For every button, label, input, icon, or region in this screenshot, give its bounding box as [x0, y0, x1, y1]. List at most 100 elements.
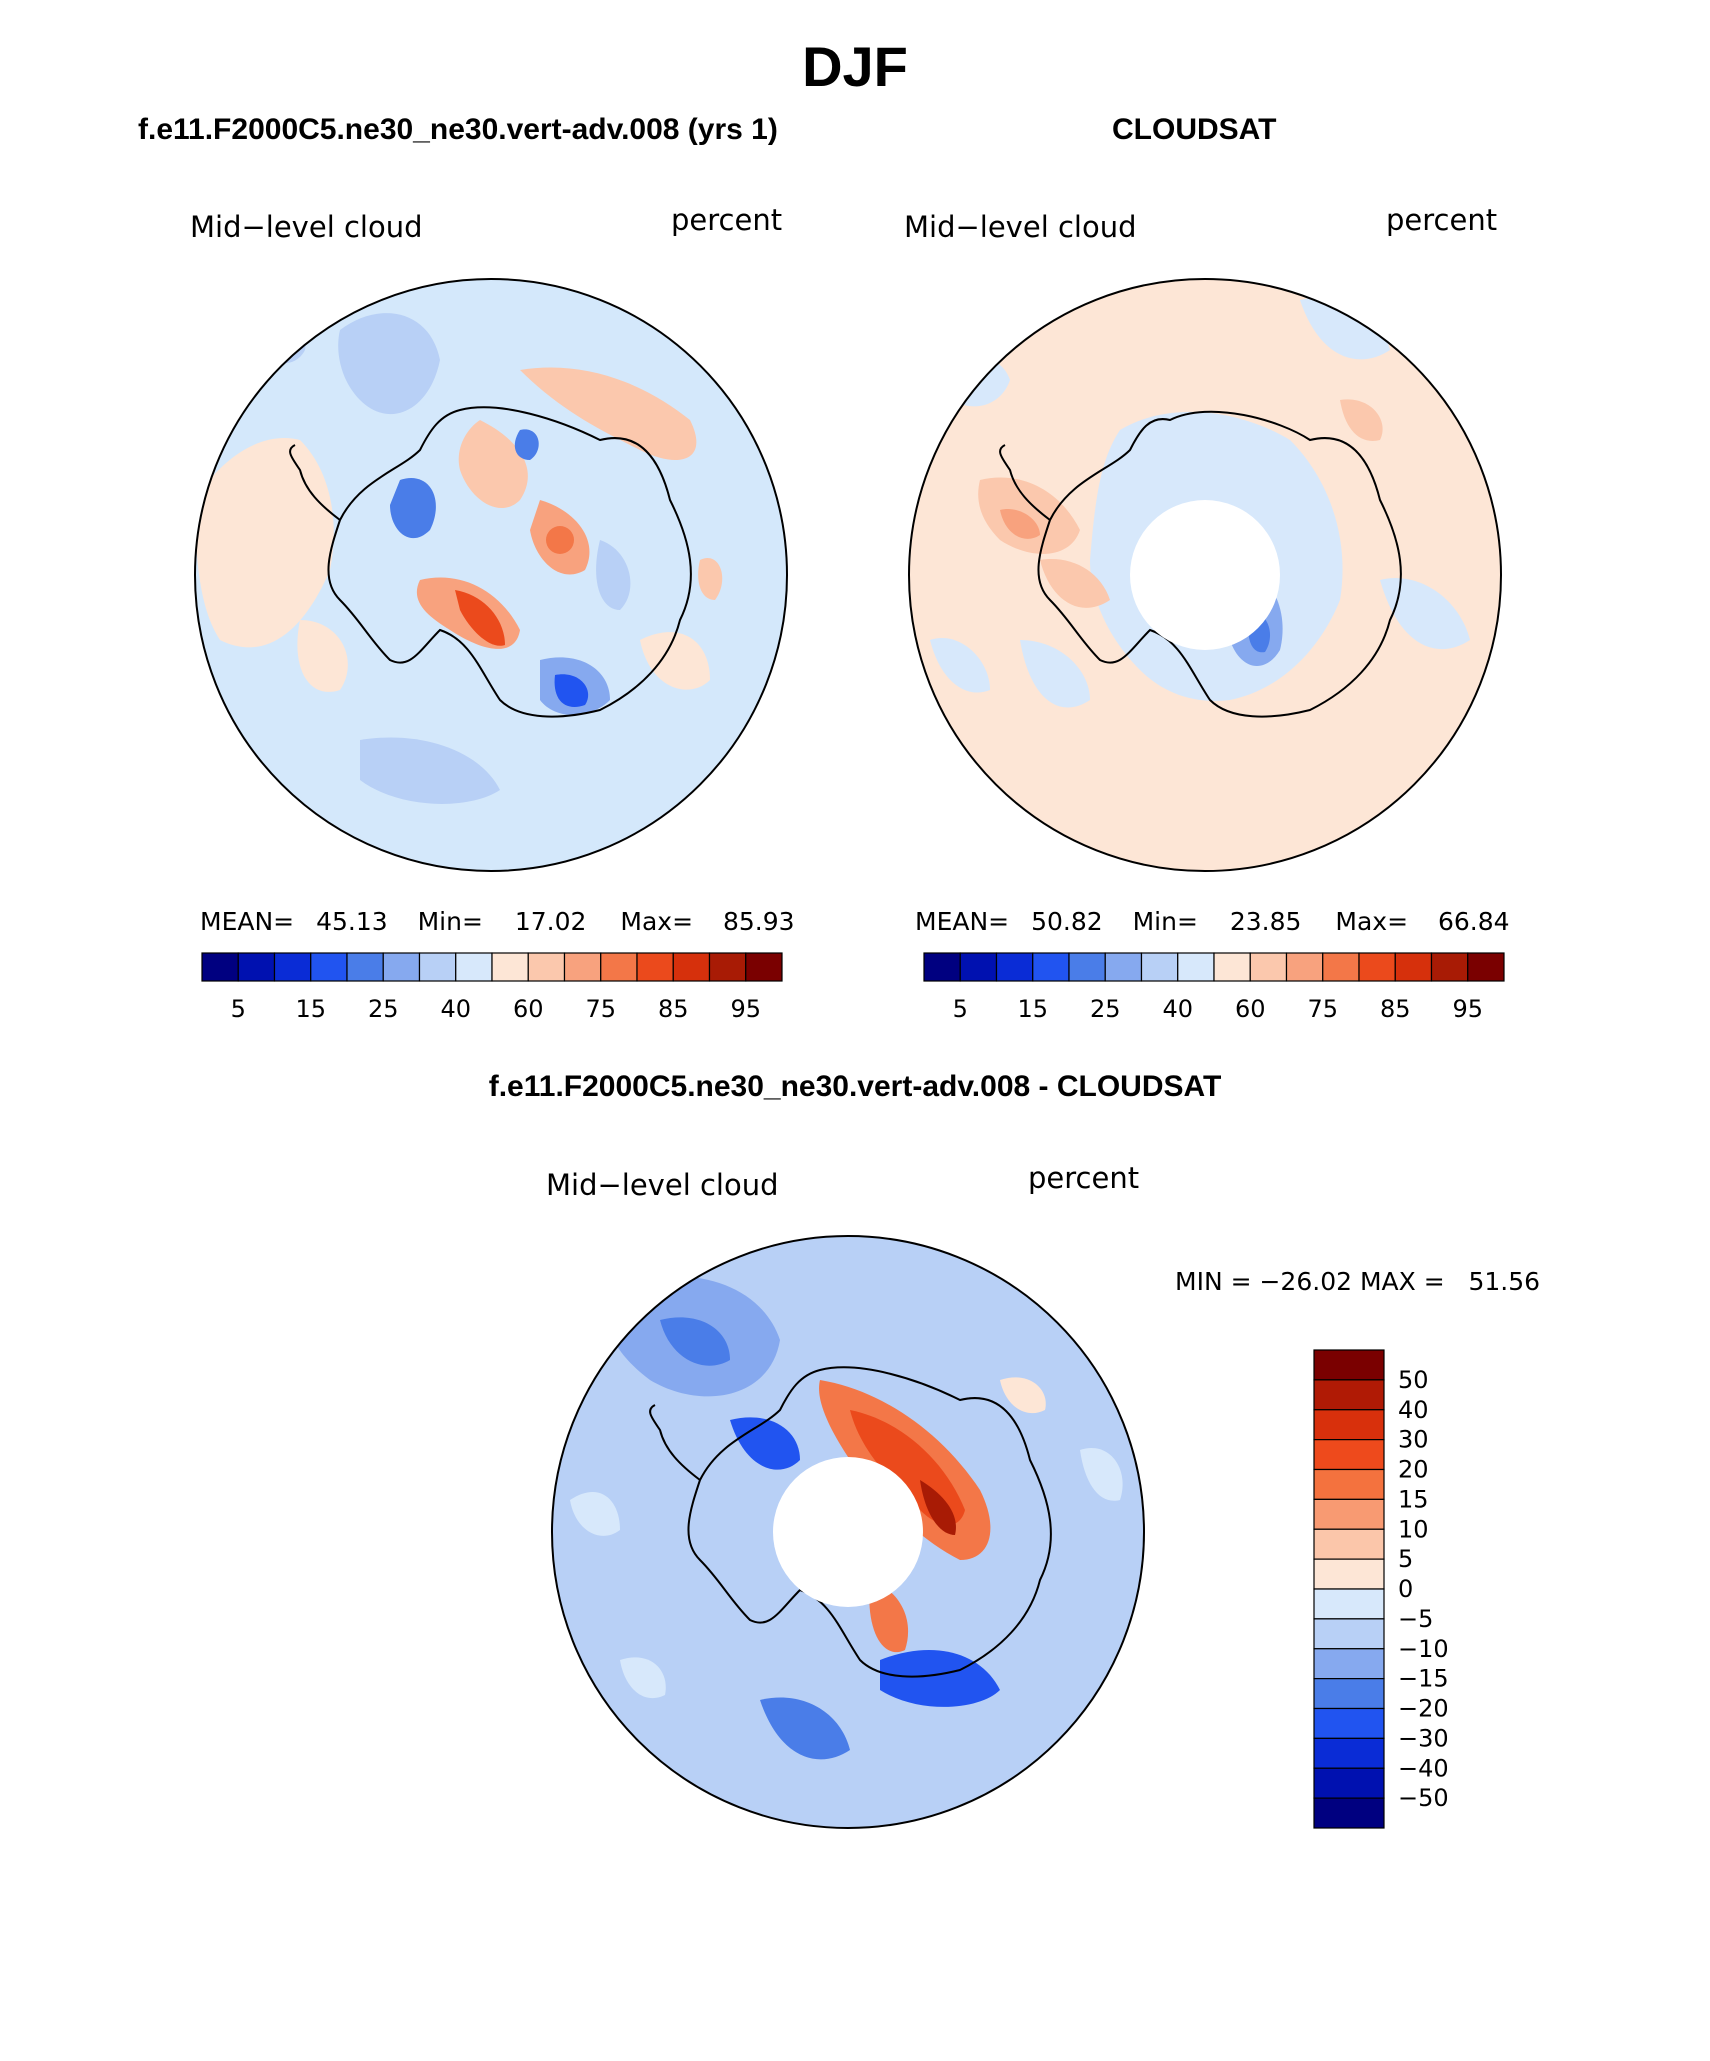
panel1-colorbar-swatch [636, 952, 674, 982]
panel1-colorbar-swatch [201, 952, 239, 982]
panel2-colorbar-tick-label: 15 [1017, 995, 1048, 1023]
difference-colorbar-swatch [1313, 1528, 1385, 1560]
model-polar-map [194, 278, 788, 872]
panel1-colorbar-swatch [237, 952, 276, 982]
difference-colorbar-swatch [1313, 1439, 1385, 1471]
panel1-colorbar-swatch [527, 952, 566, 982]
panel1-colorbar-tick-label: 75 [585, 995, 616, 1023]
panel1-colorbar-swatch [346, 952, 384, 982]
panel1-colorbar-swatch [708, 952, 747, 982]
panel2-max-value: 66.84 [1438, 907, 1510, 936]
panel2-colorbar-swatch [1322, 952, 1360, 982]
panel2-colorbar-tick-label: 60 [1235, 995, 1266, 1023]
panel2-colorbar-swatch [1032, 952, 1070, 982]
difference-colorbar-tick-label: −20 [1398, 1695, 1449, 1723]
panel1-colorbar-tick-label: 40 [440, 995, 471, 1023]
difference-colorbar-swatch [1313, 1737, 1385, 1769]
panel1-stats: MEAN= 45.13 Min= 17.02 Max= 85.93 [200, 907, 795, 936]
panel1-colorbar-swatch [418, 952, 457, 982]
panel2-colorbar-swatch [959, 952, 998, 982]
panel1-mean-value: 45.13 [316, 907, 388, 936]
panel2-colorbar-swatch [1104, 952, 1143, 982]
panel1-colorbar: 5 15 25 40 60 75 85 95 [201, 952, 783, 1023]
panel1-colorbar-tick-label: 60 [513, 995, 544, 1023]
difference-colorbar-tick-label: −50 [1398, 1784, 1449, 1812]
difference-polar-map [551, 1235, 1145, 1829]
difference-colorbar-swatch [1313, 1678, 1385, 1710]
panel1-colorbar-swatch [600, 952, 638, 982]
panel2-colorbar-tick-label: 25 [1090, 995, 1121, 1023]
panel2-colorbar-swatch [1467, 952, 1505, 982]
difference-polar-gap [773, 1457, 923, 1607]
panel1-colorbar-swatch [273, 952, 312, 982]
cloudsat-polar-map [908, 278, 1502, 872]
panel1-units-label: percent [671, 203, 783, 237]
panel2-colorbar-swatch [995, 952, 1034, 982]
difference-colorbar-tick-label: 50 [1398, 1366, 1429, 1394]
panel2-colorbar-swatch [1430, 952, 1469, 982]
difference-colorbar-swatch [1313, 1707, 1385, 1739]
panel1-mean-label: MEAN= [200, 907, 295, 936]
panel1-colorbar-swatch [672, 952, 711, 982]
difference-colorbar-tick-label: 0 [1398, 1575, 1413, 1603]
panel1-colorbar-swatch [745, 952, 783, 982]
panel2-colorbar-swatch [1358, 952, 1396, 982]
difference-colorbar-tick-label: 20 [1398, 1456, 1429, 1484]
panel2-colorbar-swatch [923, 952, 961, 982]
difference-colorbar-tick-label: −10 [1398, 1635, 1449, 1663]
panel2-colorbar-swatch [1249, 952, 1288, 982]
difference-colorbar-tick-label: 10 [1398, 1515, 1429, 1543]
obs-case-title: CLOUDSAT [1112, 113, 1277, 146]
difference-colorbar-swatch [1313, 1588, 1385, 1620]
panel1-colorbar-swatch [455, 952, 493, 982]
panel2-min-label: Min= [1132, 907, 1198, 936]
panel1-colorbar-tick-label: 85 [658, 995, 689, 1023]
panel1-colorbar-tick-label: 15 [295, 995, 326, 1023]
panel1-colorbar-tick-label: 5 [231, 995, 246, 1023]
difference-colorbar-swatch [1313, 1379, 1385, 1411]
difference-colorbar-swatch [1313, 1409, 1385, 1441]
panel2-colorbar-tick-label: 85 [1380, 995, 1411, 1023]
model-case-title: f.e11.F2000C5.ne30_ne30.vert-adv.008 (yr… [138, 113, 778, 146]
difference-title: f.e11.F2000C5.ne30_ne30.vert-adv.008 - C… [488, 1070, 1222, 1103]
panel2-colorbar-swatch [1068, 952, 1106, 982]
panel2-colorbar-swatch [1213, 952, 1251, 982]
difference-colorbar-tick-label: 30 [1398, 1426, 1429, 1454]
diff-units-label: percent [1028, 1161, 1140, 1195]
difference-colorbar-swatch [1313, 1558, 1385, 1590]
panel2-min-value: 23.85 [1229, 907, 1302, 936]
difference-colorbar-swatch [1313, 1468, 1385, 1500]
panel2-colorbar-tick-label: 5 [953, 995, 968, 1023]
diff-variable-label: Mid−level cloud [546, 1168, 779, 1202]
difference-colorbar-tick-label: −40 [1398, 1754, 1449, 1782]
panel2-mean-label: MEAN= [915, 907, 1010, 936]
difference-colorbar-tick-label: 5 [1398, 1545, 1413, 1573]
panel2-colorbar-tick-label: 95 [1452, 995, 1483, 1023]
difference-colorbar-swatch [1313, 1648, 1385, 1680]
season-title: DJF [802, 35, 908, 98]
difference-colorbar-tick-label: 40 [1398, 1396, 1429, 1424]
difference-colorbar-swatch [1313, 1797, 1385, 1829]
difference-colorbar-tick-label: 15 [1398, 1485, 1429, 1513]
panel2-colorbar-swatch [1394, 952, 1433, 982]
panel2-max-label: Max= [1335, 907, 1409, 936]
difference-colorbar-swatch [1313, 1618, 1385, 1650]
panel2-colorbar-tick-label: 75 [1307, 995, 1338, 1023]
panel1-colorbar-swatch [310, 952, 348, 982]
panel1-max-label: Max= [620, 907, 694, 936]
panel2-colorbar-swatch [1140, 952, 1179, 982]
panel2-variable-label: Mid−level cloud [904, 210, 1137, 244]
difference-colorbar-tick-label: −30 [1398, 1724, 1449, 1752]
panel2-stats: MEAN= 50.82 Min= 23.85 Max= 66.84 [915, 907, 1510, 936]
difference-colorbar-swatch [1313, 1767, 1385, 1799]
panel1-variable-label: Mid−level cloud [190, 210, 423, 244]
cloudsat-polar-gap [1130, 500, 1280, 650]
panel2-colorbar-swatch [1285, 952, 1324, 982]
difference-colorbar-swatch [1313, 1498, 1385, 1530]
panel1-colorbar-tick-label: 95 [730, 995, 761, 1023]
panel2-mean-value: 50.82 [1031, 907, 1103, 936]
difference-colorbar-tick-label: −15 [1398, 1665, 1449, 1693]
panel1-min-label: Min= [417, 907, 483, 936]
